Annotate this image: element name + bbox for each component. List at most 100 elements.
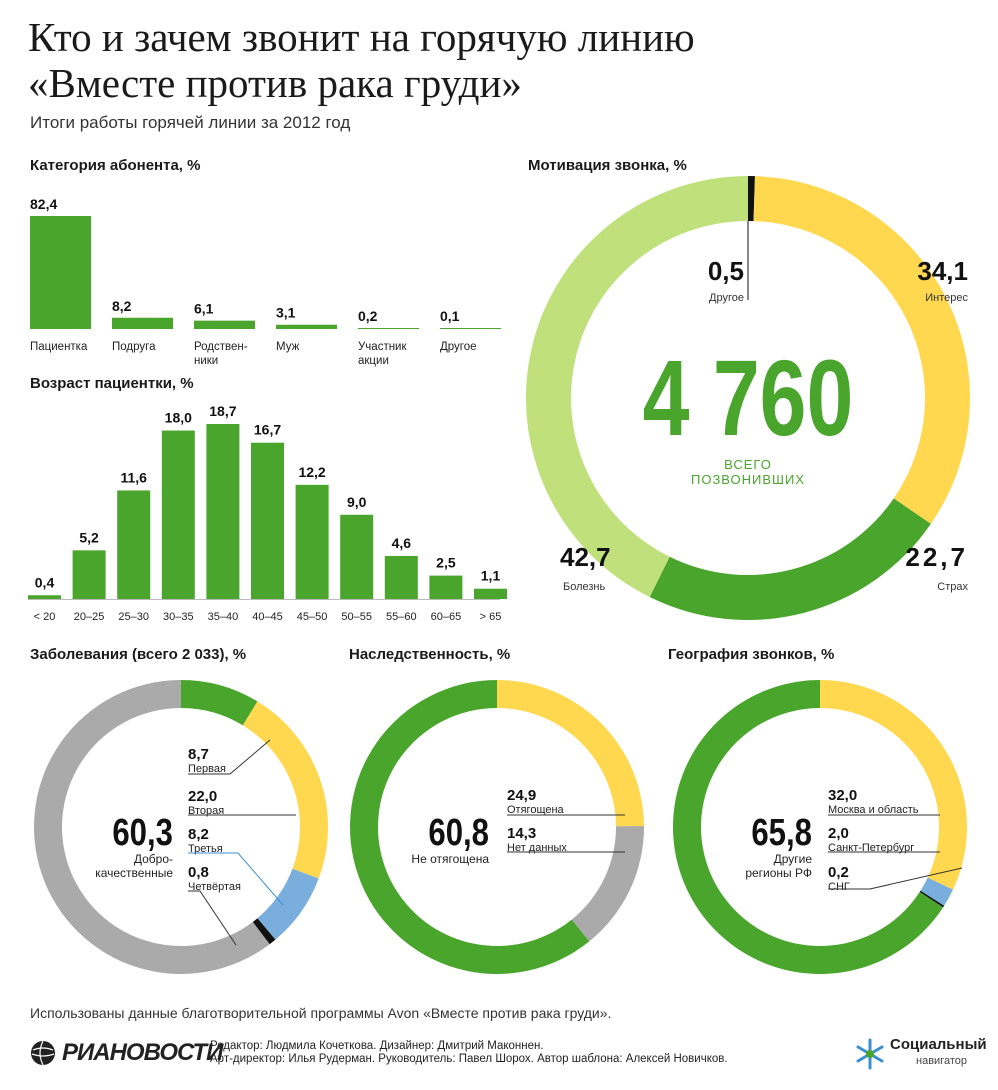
geography-center-value: 65,8: [751, 812, 812, 854]
geography-slice: [820, 680, 967, 890]
sn-logo-line-1: Социальный: [890, 1036, 987, 1053]
page-title: Кто и зачем звонит на горячую линию «Вме…: [28, 14, 928, 106]
credits-line-2: Арт-директор: Илья Рудерман. Руководител…: [210, 1053, 728, 1065]
geography-leader-line: [828, 867, 963, 890]
motivation-slice: [526, 176, 748, 598]
age-bar-value: 4,6: [392, 535, 412, 551]
age-bar: [161, 430, 195, 599]
diseases-leader-line: [188, 739, 271, 775]
heredity-slice-value: 24,9: [507, 787, 536, 804]
snowflake-icon: [856, 1038, 884, 1070]
age-tick-label: 30–35: [163, 611, 194, 623]
category-bar: [30, 216, 91, 329]
age-tick-label: 25–30: [118, 611, 149, 623]
motivation-value-interest: 34,1: [917, 256, 968, 286]
heredity-slice-label: Отягощена: [507, 804, 565, 816]
diseases-slice-label: Первая: [188, 763, 226, 775]
age-bar-value: 12,2: [298, 464, 325, 480]
geography-slice-label: Санкт-Петербург: [828, 842, 914, 854]
category-bar-label: Участник акции: [358, 341, 407, 367]
age-bar: [117, 490, 151, 599]
category-bar-label: Подруга: [112, 341, 156, 353]
heredity-chart-title: Наследственность, %: [349, 646, 511, 663]
globe-icon: [31, 1040, 55, 1066]
category-bar: [194, 320, 255, 329]
diseases-slice-value: 0,8: [188, 864, 209, 881]
age-bar: [474, 588, 507, 599]
motivation-slice: [649, 498, 931, 620]
age-bar: [206, 424, 240, 599]
motivation-slice: [748, 176, 755, 222]
age-bar: [28, 595, 61, 599]
geography-slice-value: 0,2: [828, 864, 849, 881]
credits-line-1: Редактор: Людмила Кочеткова. Дизайнер: Д…: [210, 1040, 544, 1052]
motivation-total-label: ВСЕГО ПОЗВОНИВШИХ: [691, 457, 805, 487]
diseases-slice: [257, 868, 319, 940]
diseases-slice: [252, 918, 276, 945]
age-tick-label: 45–50: [297, 611, 328, 623]
age-bar-value: 9,0: [347, 494, 367, 510]
age-tick-label: 20–25: [74, 611, 105, 623]
category-bar-value: 82,4: [30, 196, 57, 212]
age-bar: [251, 442, 284, 599]
category-bar-label: Другое: [440, 341, 477, 353]
age-bar-value: 1,1: [481, 568, 501, 584]
heredity-slice: [350, 680, 590, 974]
age-tick-label: 60–65: [431, 611, 462, 623]
diseases-slice-value: 8,7: [188, 746, 209, 763]
age-bar-chart: 0,4 < 20 5,2 20–25 11,6 25–30 18,0 30–35 18,7 35–…: [28, 403, 507, 623]
motivation-label-other: Другое: [709, 292, 744, 304]
diseases-slice: [33, 680, 270, 974]
age-bar: [72, 550, 106, 599]
diseases-slice: [181, 680, 258, 726]
ria-logo: РИАНОВОСТИ: [30, 1039, 223, 1066]
geography-slice-label: СНГ: [828, 881, 850, 893]
geography-center-label: Другие регионы РФ: [745, 852, 812, 880]
diseases-leader-line: [188, 852, 284, 906]
motivation-chart-title: Мотивация звонка, %: [528, 157, 687, 174]
age-bar: [340, 514, 374, 599]
age-bar-value: 0,4: [35, 574, 55, 590]
age-bar-value: 16,7: [254, 422, 281, 438]
diseases-slice-label: Вторая: [188, 805, 224, 817]
motivation-value-other: 0,5: [708, 256, 744, 286]
motivation-label-disease: Болезнь: [563, 581, 606, 593]
ria-logo-text: РИАНОВОСТИ: [62, 1039, 223, 1066]
category-chart-title: Категория абонента, %: [30, 157, 201, 174]
age-bar-value: 11,6: [120, 469, 147, 485]
heredity-slice-label: Нет данных: [507, 842, 567, 854]
page-subtitle: Итоги работы горячей линии за 2012 год: [30, 113, 351, 132]
age-tick-label: 50–55: [341, 611, 372, 623]
motivation-value-disease: 42,7: [560, 542, 611, 572]
geography-chart-title: География звонков, %: [668, 646, 835, 663]
motivation-label-interest: Интерес: [925, 292, 968, 304]
diseases-chart-title: Заболевания (всего 2 033), %: [30, 646, 247, 663]
geography-slice-value: 32,0: [828, 787, 857, 804]
diseases-slice: [242, 701, 328, 879]
motivation-value-fear: 22,7: [905, 542, 968, 572]
age-bar: [429, 575, 463, 599]
age-bar-value: 18,7: [209, 403, 236, 419]
heredity-slice-value: 14,3: [507, 825, 536, 842]
age-tick-label: > 65: [480, 611, 502, 623]
heredity-center-label: Не отягощена: [411, 852, 489, 866]
diseases-slice-label: Третья: [188, 843, 223, 855]
geography-slice: [920, 877, 954, 906]
geography-slice: [919, 890, 945, 908]
age-tick-label: 55–60: [386, 611, 417, 623]
category-bar-label: Пациентка: [30, 341, 88, 353]
motivation-donut-chart: 0,5 Другое 34,1 Интерес 22,7 Страх 42,7 Болезнь…: [526, 176, 970, 620]
title-line-2: «Вместе против рака груди»: [28, 60, 522, 106]
category-bar-value: 0,1: [440, 308, 460, 324]
title-line-1: Кто и зачем звонит на горячую линию: [28, 14, 695, 60]
motivation-slice: [753, 176, 970, 524]
diseases-center-value: 60,3: [112, 812, 173, 854]
age-bar-value: 2,5: [436, 555, 456, 571]
age-tick-label: 40–45: [252, 611, 283, 623]
category-bar-label: Родствен-ники: [194, 341, 248, 367]
category-bar: [276, 324, 337, 329]
diseases-leader-line: [188, 890, 237, 946]
category-bar: [112, 317, 173, 329]
